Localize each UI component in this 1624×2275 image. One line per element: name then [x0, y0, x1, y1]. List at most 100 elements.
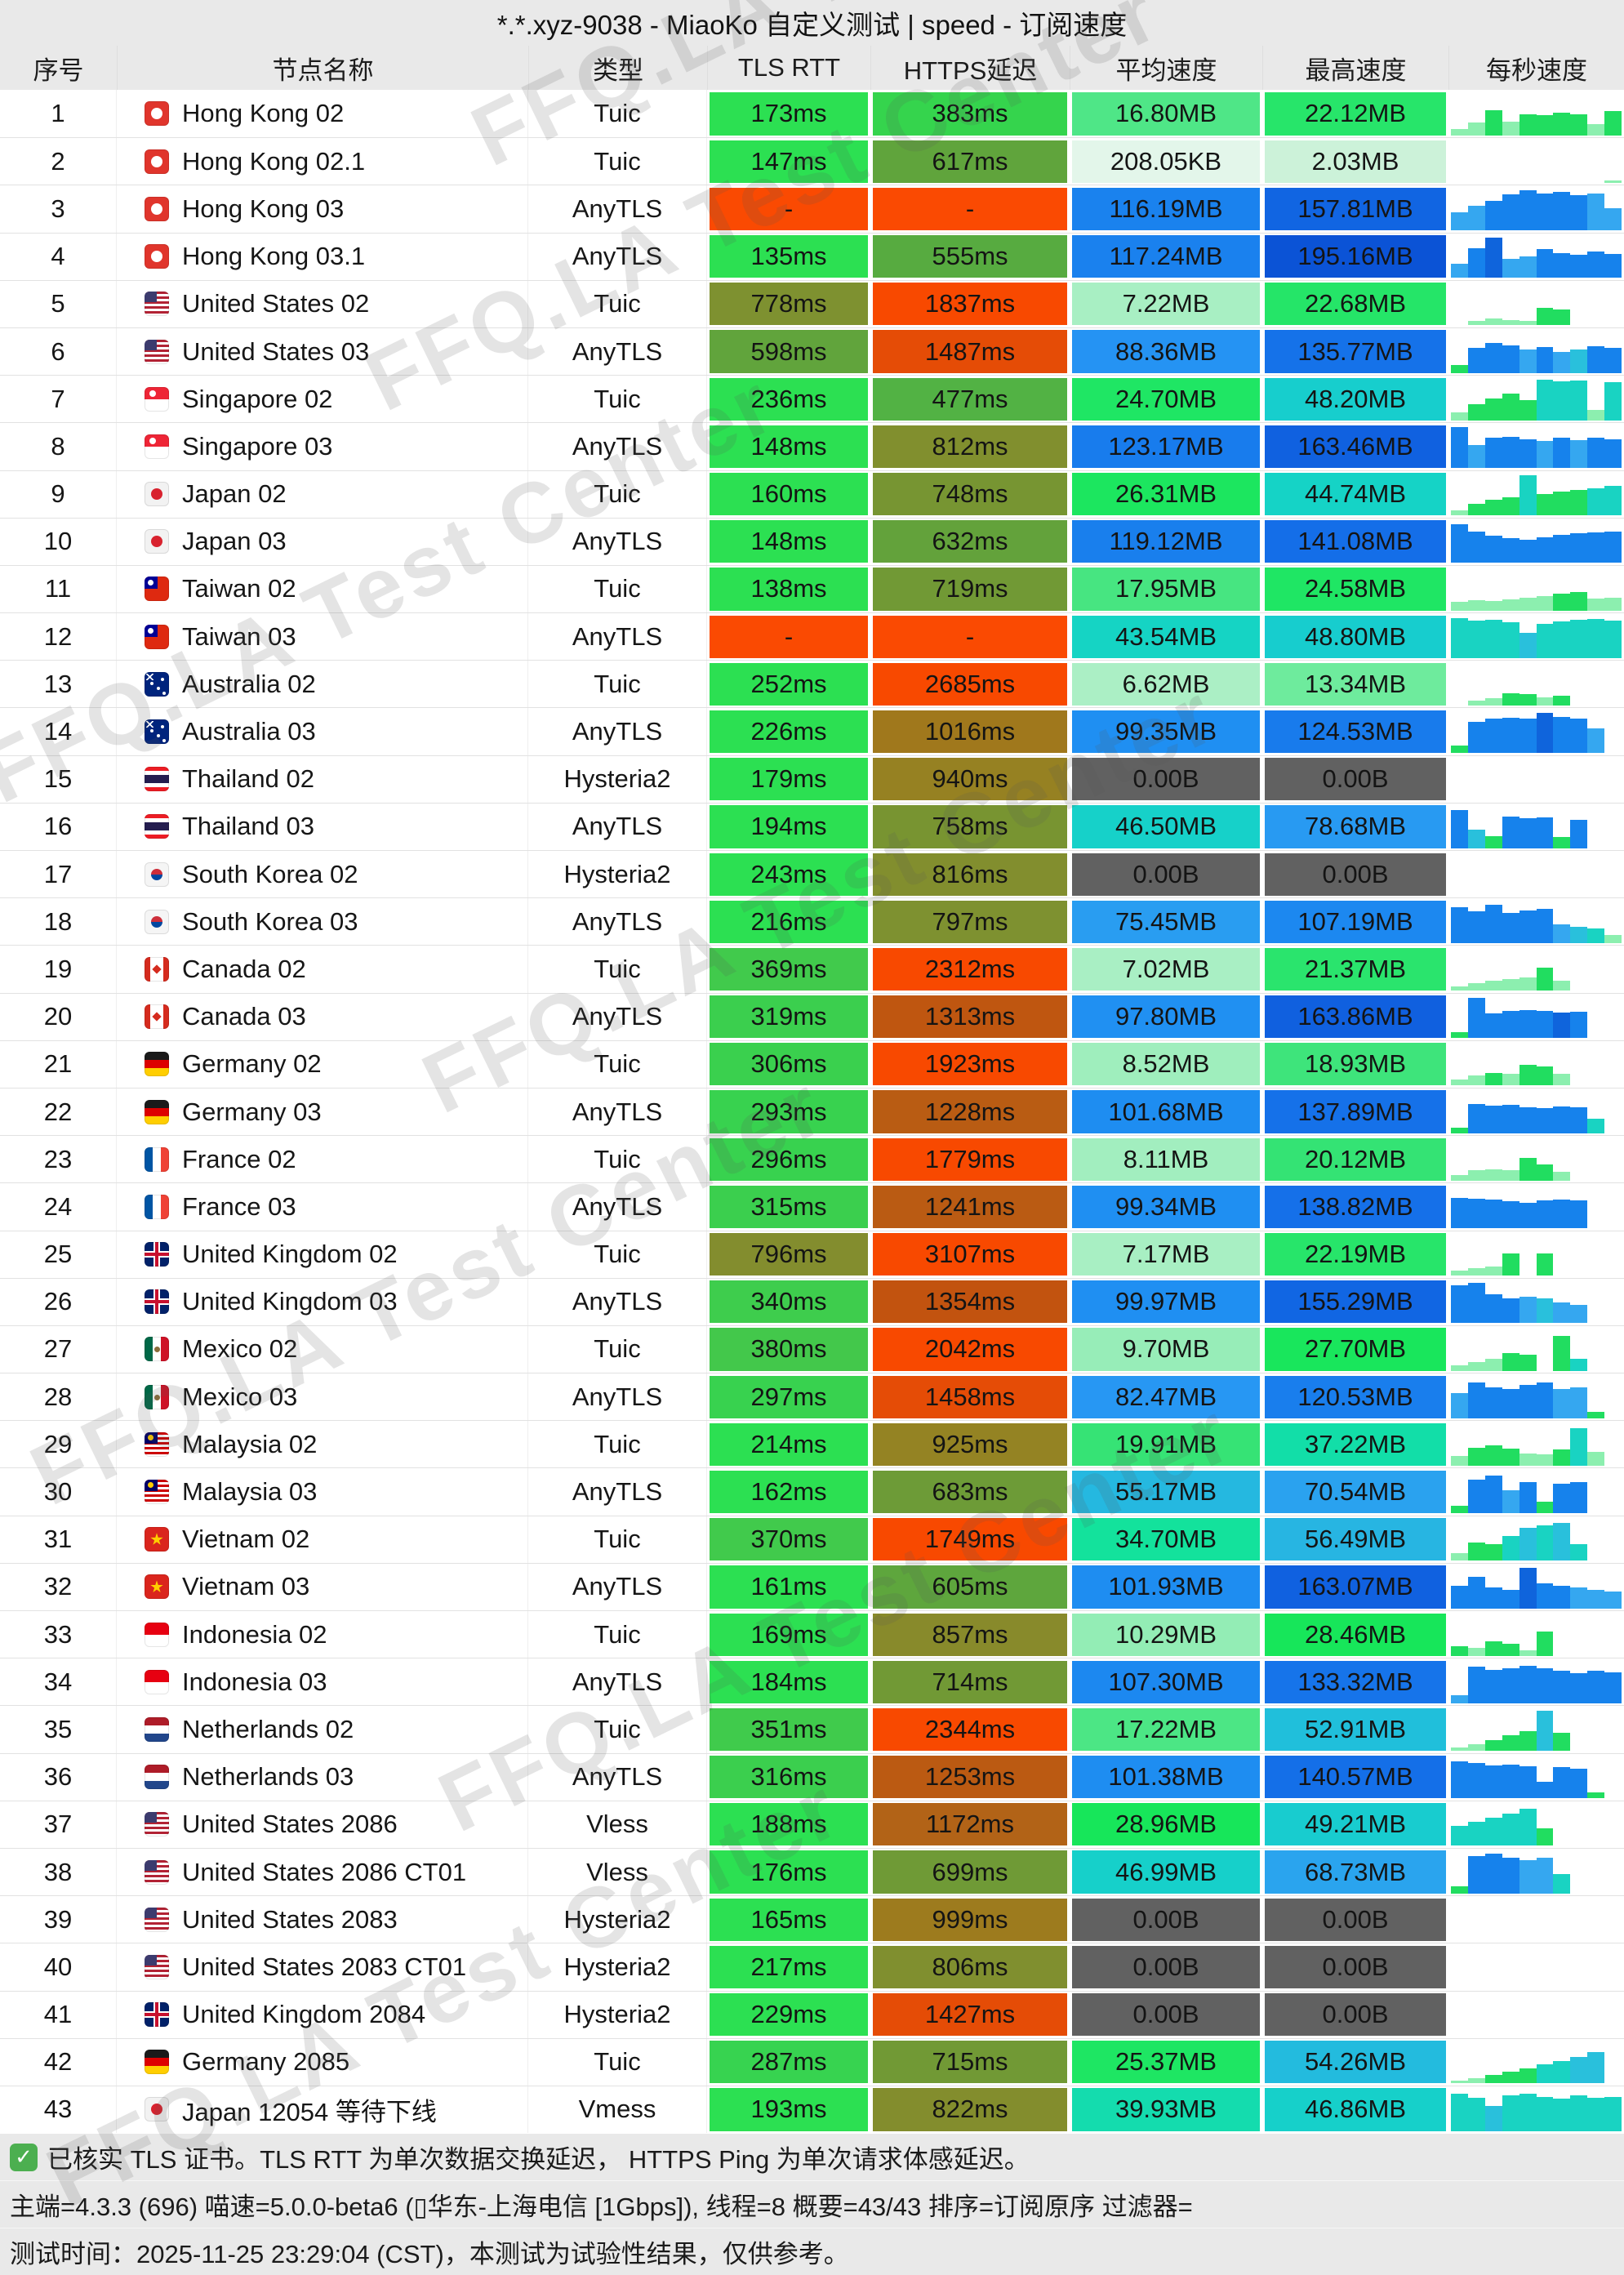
flag-icon — [145, 2097, 169, 2122]
max-speed-cell: 0.00B — [1265, 1993, 1446, 2037]
row-index: 29 — [0, 1421, 117, 1468]
chart-bar — [1570, 2056, 1588, 2084]
column-header-https-latency: HTTPS延迟 — [870, 46, 1070, 90]
chart-bar — [1484, 1818, 1502, 1846]
per-second-speed-chart — [1451, 1376, 1622, 1418]
max-speed-cell: 124.53MB — [1265, 710, 1446, 754]
chart-bar — [1467, 1743, 1485, 1752]
node-name: Japan 02 — [182, 479, 287, 509]
node-name: Germany 02 — [182, 1049, 322, 1079]
chart-bar — [1451, 809, 1468, 848]
tls-rtt-cell: 217ms — [710, 1945, 868, 1988]
https-latency-cell: - — [873, 615, 1067, 658]
chart-bar — [1467, 122, 1485, 136]
row-index: 34 — [0, 1658, 117, 1706]
chart-bar — [1536, 440, 1554, 468]
avg-speed-cell: 116.19MB — [1072, 187, 1260, 231]
node-type: Hysteria2 — [528, 755, 707, 803]
chart-bar — [1451, 1761, 1468, 1799]
chart-bar — [1604, 439, 1622, 468]
per-second-speed-chart — [1451, 1803, 1622, 1846]
table-row: 21 Germany 02 Tuic 306ms 1923ms 8.52MB 1… — [0, 1040, 1624, 1088]
chart-bar — [1587, 598, 1605, 611]
node-name-cell: France 03 — [117, 1183, 528, 1231]
chart-bar — [1587, 928, 1605, 943]
node-name: Hong Kong 03 — [182, 194, 345, 223]
tls-rtt-cell: 340ms — [710, 1280, 868, 1324]
row-index: 22 — [0, 1088, 117, 1136]
chart-bar — [1553, 192, 1571, 231]
node-name: Canada 03 — [182, 1002, 306, 1031]
tls-rtt-cell: 148ms — [710, 425, 868, 468]
tls-rtt-cell: 598ms — [710, 330, 868, 373]
chart-bar — [1604, 1672, 1622, 1703]
column-header-index: 序号 — [33, 56, 84, 85]
max-speed-cell: 163.46MB — [1265, 425, 1446, 468]
table-row: 41 United Kingdom 2084 Hysteria2 229ms 1… — [0, 1990, 1624, 2038]
chart-bar — [1502, 1388, 1519, 1418]
chart-bar — [1519, 540, 1537, 563]
chart-bar — [1467, 1382, 1485, 1418]
chart-bar — [1536, 1253, 1554, 1276]
per-second-speed-chart — [1451, 1565, 1622, 1609]
table-row: 24 France 03 AnyTLS 315ms 1241ms 99.34MB… — [0, 1182, 1624, 1231]
footer-timestamp-text: 测试时间：2025-11-25 23:29:04 (CST)，本测试为试验性结果… — [10, 2240, 849, 2269]
chart-bar — [1553, 1302, 1571, 1324]
https-latency-cell: 2344ms — [873, 1707, 1067, 1752]
node-name-cell: Canada 03 — [117, 993, 528, 1040]
chart-bar — [1604, 485, 1622, 516]
table-row: 3 Hong Kong 03 AnyTLS - - 116.19MB 157.8… — [0, 185, 1624, 233]
node-type: AnyTLS — [528, 518, 707, 565]
column-header-per-second-speed: 每秒速度 — [1448, 46, 1624, 90]
avg-speed-cell: 46.50MB — [1072, 805, 1260, 848]
chart-bar — [1484, 1106, 1502, 1133]
max-speed-cell: 135.77MB — [1265, 330, 1446, 373]
chart-bar — [1467, 1543, 1485, 1561]
avg-speed-cell: 43.54MB — [1072, 615, 1260, 658]
node-name: Australia 02 — [182, 669, 316, 698]
chart-bar — [1502, 1105, 1519, 1133]
chart-bar — [1536, 1382, 1554, 1418]
chart-bar — [1451, 1271, 1468, 1276]
row-index: 42 — [0, 2038, 117, 2086]
tls-rtt-cell: 252ms — [710, 662, 868, 706]
chart-bar — [1484, 835, 1502, 848]
row-index: 17 — [0, 851, 117, 898]
max-speed-cell: 137.89MB — [1265, 1090, 1446, 1133]
tls-rtt-cell: - — [710, 187, 868, 231]
table-row: 25 United Kingdom 02 Tuic 796ms 3107ms 7… — [0, 1230, 1624, 1278]
node-name-cell: Vietnam 03 — [117, 1563, 528, 1610]
avg-speed-cell: 0.00B — [1072, 1945, 1260, 1988]
row-index: 5 — [0, 280, 117, 327]
chart-bar — [1519, 817, 1537, 848]
node-name: Taiwan 02 — [182, 574, 296, 603]
chart-bar — [1484, 1445, 1502, 1466]
tls-rtt-cell: 216ms — [710, 900, 868, 943]
per-second-speed-chart — [1451, 1233, 1622, 1276]
chart-bar — [1502, 1589, 1519, 1609]
https-latency-cell: 1253ms — [873, 1756, 1067, 1799]
flag-icon — [145, 1004, 169, 1030]
chart-bar — [1536, 909, 1554, 943]
chart-bar — [1484, 1072, 1502, 1086]
row-index: 10 — [0, 518, 117, 565]
chart-bar — [1451, 263, 1468, 278]
per-second-speed-chart — [1451, 188, 1622, 231]
per-second-speed-chart — [1451, 283, 1622, 326]
tls-rtt-cell: 243ms — [710, 853, 868, 896]
chart-bar — [1467, 1577, 1485, 1609]
avg-speed-cell: 34.70MB — [1072, 1518, 1260, 1561]
chart-bar — [1519, 694, 1537, 706]
https-latency-cell: 1779ms — [873, 1138, 1067, 1181]
table-row: 37 United States 2086 Vless 188ms 1172ms… — [0, 1800, 1624, 1848]
tls-rtt-cell: 778ms — [710, 283, 868, 326]
chart-bar — [1484, 2106, 1502, 2131]
row-index: 24 — [0, 1183, 117, 1231]
chart-bar — [1451, 1505, 1468, 1514]
table-row: 10 Japan 03 AnyTLS 148ms 632ms 119.12MB … — [0, 517, 1624, 565]
chart-bar — [1484, 1476, 1502, 1514]
avg-speed-cell: 39.93MB — [1072, 2088, 1260, 2131]
flag-icon — [145, 1622, 169, 1647]
tls-rtt-cell: 370ms — [710, 1518, 868, 1561]
footer-environment-text: 主端=4.3.3 (696) 喵速=5.0.0-beta6 (▯华东-上海电信 … — [10, 2193, 1193, 2222]
